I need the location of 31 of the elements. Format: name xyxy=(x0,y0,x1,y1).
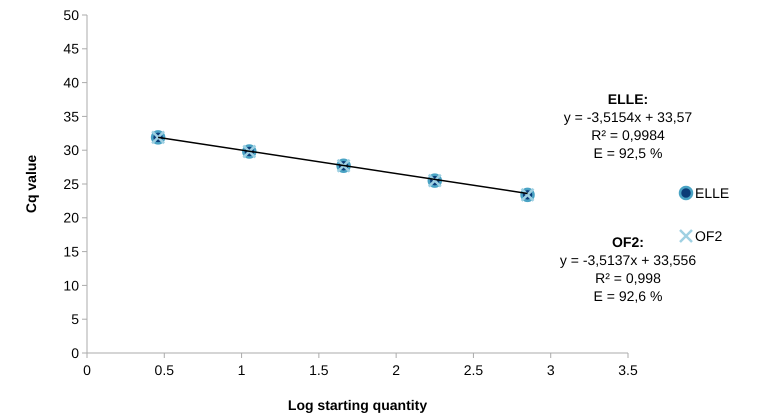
y-tick-label: 20 xyxy=(63,210,80,226)
annotation: OF2: xyxy=(612,234,644,250)
y-tick-label: 40 xyxy=(63,74,80,90)
annotation: R² = 0,998 xyxy=(595,270,662,286)
y-tick-label: 0 xyxy=(71,344,80,361)
y-tick-label: 5 xyxy=(71,311,80,328)
x-tick-label: 1.5 xyxy=(309,362,329,378)
x-tick-label: 1 xyxy=(238,362,246,378)
y-tick-label: 10 xyxy=(63,277,80,294)
y-tick-label: 25 xyxy=(63,176,80,192)
x-tick-label: 0 xyxy=(83,362,92,378)
x-tick-label: 2 xyxy=(392,362,400,378)
y-tick-label: 50 xyxy=(63,6,80,23)
y-tick-label: 45 xyxy=(63,40,80,57)
annotation: E = 92,6 % xyxy=(594,288,662,304)
legend-label: ELLE xyxy=(695,184,730,201)
x-tick-label: 0.5 xyxy=(154,362,174,378)
y-tick-label: 35 xyxy=(63,108,80,124)
x-tick-label: 2.5 xyxy=(464,362,484,378)
annotation: ELLE: xyxy=(608,91,648,107)
x-tick-label: 3 xyxy=(546,362,555,378)
y-tick-label: 30 xyxy=(63,142,80,158)
x-tick-label: 3.5 xyxy=(618,362,638,378)
legend-label: OF2 xyxy=(695,228,722,244)
annotation: R² = 0,9984 xyxy=(591,127,665,143)
y-axis-title: Cq value xyxy=(23,154,39,214)
x-axis-title: Log starting quantity xyxy=(288,397,428,413)
annotation: y = -3,5137x + 33,556 xyxy=(560,252,696,268)
y-tick-label: 15 xyxy=(63,244,80,260)
annotation: E = 92,5 % xyxy=(594,145,662,161)
annotation: y = -3,5154x + 33,57 xyxy=(564,109,692,125)
